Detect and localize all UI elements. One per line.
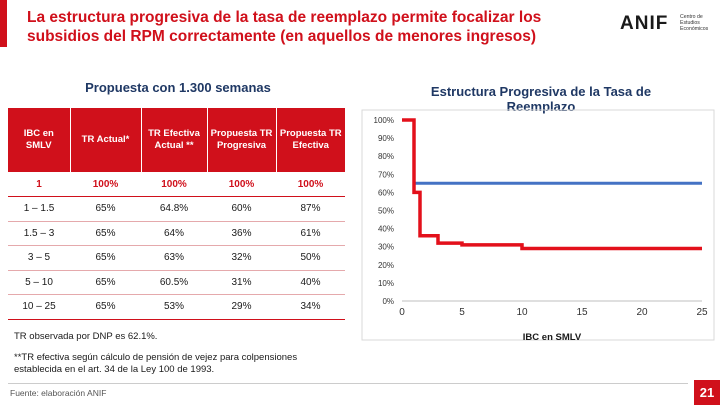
y-tick-label: 0% [382,297,394,306]
cell-tr-actual: 65% [70,245,141,271]
cell-ibc: 3 – 5 [8,245,70,271]
replacement-rate-chart: 0% 10% 20% 30% 40% 50% 60% 70% 80% 90% 100% 0 5 10 15 2… [361,109,715,343]
x-tick-label: 15 [576,307,588,318]
cell-propuesta-progresiva: 36% [207,221,276,246]
series-line-propuesta-progresiva [402,118,702,251]
logo-sub-line: Económicos [680,26,709,32]
table-header-row: IBC en SMLV TR Actual* TR Efectiva Actua… [8,108,345,172]
cell-tr-actual: 100% [70,172,141,197]
cell-propuesta-efectiva: 87% [276,196,345,222]
cell-tr-efectiva-actual: 60.5% [141,270,207,295]
note-dnp: TR observada por DNP es 62.1%. [14,331,158,342]
header-propuesta-efectiva: Propuesta TR Efectiva [276,108,345,172]
cell-ibc: 1 [8,172,70,197]
replacement-rate-table: IBC en SMLV TR Actual* TR Efectiva Actua… [8,108,345,320]
cell-tr-actual: 65% [70,196,141,222]
table-title: Propuesta con 1.300 semanas [85,80,271,95]
title-accent-bar [0,0,7,47]
cell-propuesta-efectiva: 40% [276,270,345,295]
x-tick-label: 20 [636,307,648,318]
logo-subtitle: Centro de Estudios Económicos [680,14,720,32]
table-row: 1.5 – 3 65% 64% 36% 61% [8,221,345,246]
y-tick-label: 30% [378,243,394,252]
header-tr-efectiva-actual: TR Efectiva Actual ** [141,108,208,172]
y-tick-label: 50% [378,207,394,216]
x-axis-label: IBC en SMLV [523,332,582,343]
x-tick-label: 0 [399,307,405,318]
cell-tr-actual: 65% [70,270,141,295]
logo-word: ANIF [620,13,669,34]
y-tick-label: 20% [378,261,394,270]
logo-sub-line: Estudios [680,20,700,26]
table-row: 5 – 10 65% 60.5% 31% 40% [8,270,345,295]
cell-tr-efectiva-actual: 64.8% [141,196,207,222]
cell-propuesta-efectiva: 61% [276,221,345,246]
anif-logo: ANIF Centro de Estudios Económicos [620,12,715,36]
x-tick-label: 10 [516,307,528,318]
cell-propuesta-efectiva: 50% [276,245,345,271]
table-row: 10 – 25 65% 53% 29% 34% [8,294,345,320]
y-tick-label: 10% [378,279,394,288]
y-tick-label: 60% [378,188,394,197]
cell-tr-efectiva-actual: 63% [141,245,207,271]
table-row: 1 100% 100% 100% 100% [8,172,345,197]
y-tick-label: 70% [378,170,394,179]
cell-ibc: 1 – 1.5 [8,196,70,222]
table-row: 1 – 1.5 65% 64.8% 60% 87% [8,196,345,222]
cell-ibc: 1.5 – 3 [8,221,70,246]
y-tick-label: 80% [378,152,394,161]
cell-tr-actual: 65% [70,221,141,246]
cell-tr-efectiva-actual: 100% [141,172,207,197]
x-tick-label: 25 [696,307,708,318]
cell-tr-actual: 65% [70,294,141,320]
cell-ibc: 10 – 25 [8,294,70,320]
page-number: 21 [694,380,720,405]
footnotes: TR observada por DNP es 62.1%. **TR efec… [14,331,314,385]
y-tick-label: 100% [374,116,394,125]
source-note: Fuente: elaboración ANIF [10,388,107,398]
cell-propuesta-progresiva: 32% [207,245,276,271]
footer-divider [8,383,688,384]
cell-propuesta-efectiva: 100% [276,172,345,197]
logo-sub-line: Centro de [680,14,703,20]
header-ibc: IBC en SMLV [8,108,71,172]
cell-propuesta-progresiva: 29% [207,294,276,320]
cell-tr-efectiva-actual: 64% [141,221,207,246]
cell-propuesta-progresiva: 31% [207,270,276,295]
cell-propuesta-progresiva: 60% [207,196,276,222]
table-row: 3 – 5 65% 63% 32% 50% [8,245,345,271]
chart-frame [361,109,715,341]
cell-tr-efectiva-actual: 53% [141,294,207,320]
y-tick-label: 90% [378,134,394,143]
cell-propuesta-efectiva: 34% [276,294,345,320]
page-title: La estructura progresiva de la tasa de r… [27,9,542,45]
cell-propuesta-progresiva: 100% [207,172,276,197]
note-efectiva: **TR efectiva según cálculo de pensión d… [14,351,298,376]
x-tick-label: 5 [459,307,465,318]
cell-ibc: 5 – 10 [8,270,70,295]
y-tick-label: 40% [378,225,394,234]
header-propuesta-progresiva: Propuesta TR Progresiva [207,108,277,172]
header-tr-actual: TR Actual* [70,108,142,172]
